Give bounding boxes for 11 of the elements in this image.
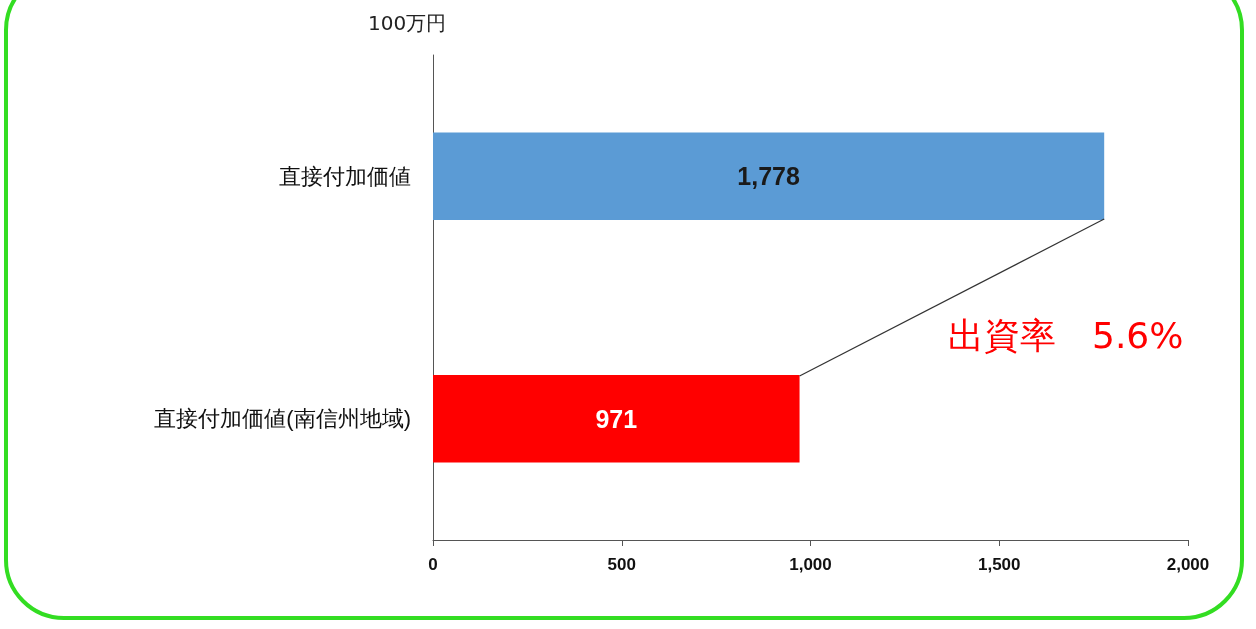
- x-tick-label: 1,000: [789, 555, 832, 574]
- y-tick-label: 直接付加価値(南信州地域): [154, 406, 411, 432]
- y-tick-label: 直接付加価値: [279, 163, 411, 189]
- x-tick-label: 1,500: [977, 555, 1021, 574]
- annotation: 出資率 5.6%: [948, 314, 1184, 358]
- x-axis-title: 100万円: [368, 10, 447, 37]
- data-label: 1,778: [737, 162, 800, 191]
- x-tick-label: 2,000: [1166, 555, 1210, 574]
- data-label: 971: [595, 404, 638, 433]
- x-tick-label: 500: [607, 555, 636, 574]
- x-tick-label: 0: [428, 555, 438, 574]
